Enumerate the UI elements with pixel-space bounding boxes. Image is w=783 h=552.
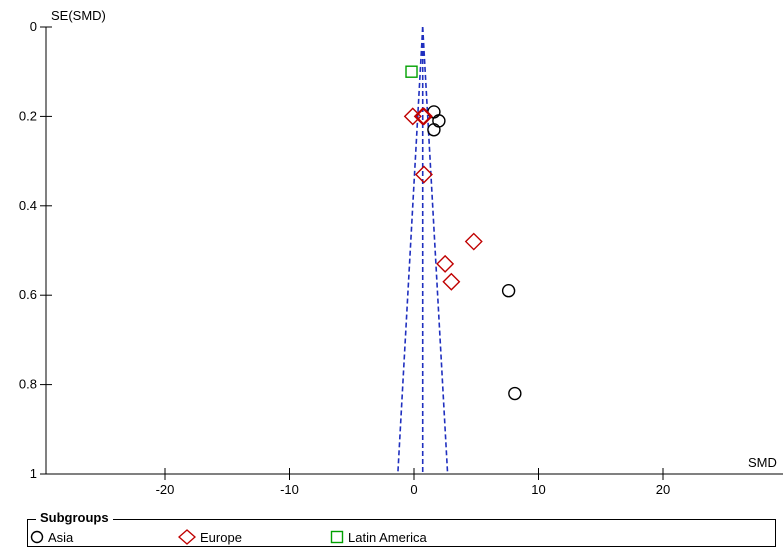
legend-item-latin-america: Latin America <box>330 529 427 545</box>
funnel-plot: SE(SMD) SMD 0 0.2 0.4 0.6 0.8 1 -20 -10 0 10 20 <box>19 8 783 497</box>
legend-item-asia: Asia <box>30 529 73 545</box>
y-axis-ticks: 0 0.2 0.4 0.6 0.8 1 <box>19 19 52 481</box>
europe-point <box>413 107 432 126</box>
legend-title: Subgroups <box>36 510 113 525</box>
y-tick-label: 1 <box>30 466 37 481</box>
asia-point <box>427 123 441 137</box>
square-marker-icon <box>330 530 344 544</box>
diamond-marker-icon <box>178 529 196 545</box>
y-tick-label: 0.8 <box>19 377 37 392</box>
asia-point <box>432 114 446 128</box>
y-axis-title: SE(SMD) <box>51 8 106 23</box>
europe-point <box>442 272 461 291</box>
legend-label-asia: Asia <box>48 529 74 545</box>
asia-point <box>508 386 522 401</box>
legend-box <box>27 519 776 547</box>
europe-point <box>414 165 433 184</box>
circle-marker-icon <box>30 530 44 544</box>
legend-item-europe: Europe <box>178 529 242 545</box>
x-axis-title: SMD <box>748 455 777 470</box>
y-tick-label: 0.6 <box>19 287 37 302</box>
europe-point <box>464 232 483 251</box>
x-tick-label: 0 <box>410 482 417 497</box>
y-tick-label: 0.2 <box>19 108 37 123</box>
y-tick-label: 0 <box>30 19 37 34</box>
x-tick-label: 20 <box>656 482 670 497</box>
asia-point <box>501 284 516 298</box>
funnel-line <box>421 26 449 475</box>
legend-label-europe: Europe <box>200 529 242 545</box>
y-tick-label: 0.4 <box>19 198 37 213</box>
plot-frame <box>45 27 783 475</box>
x-axis-ticks: -20 -10 0 10 20 <box>156 468 670 497</box>
latin-america-point <box>405 65 418 78</box>
x-tick-label: -10 <box>280 482 299 497</box>
x-tick-label: 10 <box>531 482 545 497</box>
data-points <box>403 65 522 401</box>
europe-point <box>436 254 455 273</box>
funnel-line <box>397 26 424 475</box>
europe-point <box>414 107 433 126</box>
funnel-lines <box>397 26 449 475</box>
legend-label-latin-america: Latin America <box>348 529 427 545</box>
x-tick-label: -20 <box>156 482 175 497</box>
